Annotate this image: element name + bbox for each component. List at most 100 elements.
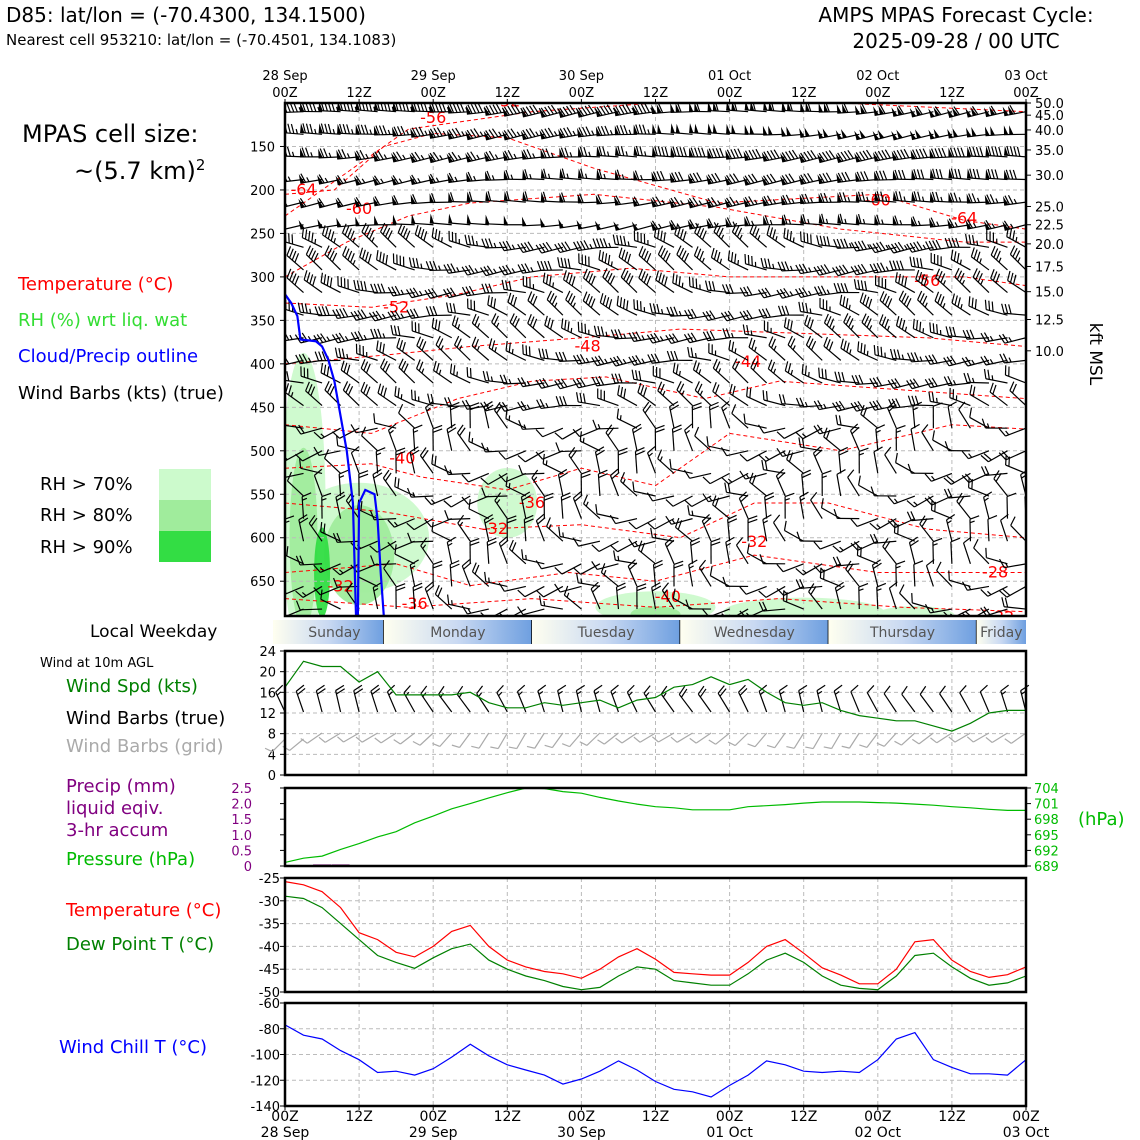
barb-line	[309, 274, 314, 285]
wind-barb	[398, 403, 416, 429]
wind-barb	[819, 568, 841, 587]
barb-line	[599, 293, 604, 303]
barb-line	[269, 387, 270, 397]
barb-line	[615, 737, 623, 744]
barb-line	[465, 265, 472, 275]
true-wind-barb	[353, 684, 364, 713]
barb-half	[424, 130, 428, 136]
barb-half	[754, 346, 757, 352]
barb-staff	[618, 256, 638, 271]
grid-wind-barb	[579, 732, 601, 746]
barb-line	[708, 280, 712, 291]
barb-line	[536, 513, 545, 522]
barb-staff	[979, 691, 990, 713]
barb-line	[305, 381, 310, 392]
barb-staff	[654, 518, 675, 530]
barb-line	[924, 355, 931, 365]
barb-line	[646, 275, 652, 286]
barb-line	[410, 449, 420, 456]
barb-line	[783, 317, 787, 328]
wind-barb	[707, 147, 730, 159]
barb-line	[342, 124, 347, 134]
barb-half	[784, 497, 790, 501]
barb-staff	[956, 500, 971, 519]
barb-flag	[854, 130, 861, 140]
barb-line	[343, 362, 348, 373]
barb-flag	[668, 198, 676, 208]
barb-line	[518, 464, 523, 475]
barb-line	[935, 168, 940, 179]
barb-line	[379, 251, 382, 262]
barb-line	[577, 321, 580, 332]
barb-staff	[750, 367, 768, 384]
wind-barb	[929, 147, 952, 159]
barb-line	[980, 589, 989, 597]
wind-barb	[609, 468, 620, 497]
barb-line	[747, 174, 755, 184]
wind-barb	[925, 239, 952, 251]
barb-flag	[914, 129, 922, 139]
barb-line	[967, 477, 970, 488]
wind-barb	[778, 394, 804, 407]
barb-line	[800, 152, 807, 162]
barb-staff	[775, 475, 786, 497]
barb-line	[446, 536, 457, 543]
barb-line	[631, 355, 638, 365]
barb-line	[429, 128, 436, 138]
barb-flag	[557, 108, 565, 118]
legend-temperature: Temperature (°C)	[18, 274, 174, 295]
barb-line	[840, 238, 845, 249]
barb-staff	[487, 304, 508, 316]
barb-line	[924, 497, 933, 506]
grid-wind-barb	[526, 732, 545, 749]
barb-line	[424, 519, 432, 528]
barb-line	[912, 738, 920, 745]
barb-line	[521, 494, 531, 502]
barb-line	[302, 353, 308, 363]
barb-half	[772, 263, 775, 269]
barb-line	[454, 317, 459, 328]
wind-barb	[461, 264, 489, 276]
barb-line	[818, 152, 826, 162]
barb-line	[737, 148, 743, 158]
wind-barb	[702, 472, 730, 485]
barb-line	[906, 380, 913, 389]
barb-line	[558, 351, 564, 362]
wind-barb	[958, 401, 971, 429]
wind-barb	[598, 249, 619, 271]
wind-barb	[934, 291, 953, 316]
barb-line	[545, 241, 553, 251]
barb-half	[942, 280, 946, 286]
barb-flag	[689, 103, 694, 112]
barb-line	[447, 397, 453, 407]
cell-size-exponent: 2	[195, 156, 206, 174]
barb-line	[260, 329, 263, 338]
barb-staff	[431, 495, 452, 506]
barb-line	[525, 128, 533, 138]
barb-line	[543, 168, 547, 179]
wind-barb	[724, 482, 749, 497]
barb-line	[342, 381, 349, 391]
barb-staff	[652, 564, 657, 587]
barb-line	[966, 736, 974, 743]
barb-line	[484, 404, 494, 411]
barb-line	[522, 107, 529, 116]
barb-line	[972, 268, 978, 278]
barb-line	[289, 248, 294, 259]
barb-line	[379, 358, 386, 368]
barb-line	[491, 128, 499, 138]
barb-line	[524, 169, 529, 179]
barb-line	[837, 371, 842, 382]
barb-line	[979, 684, 988, 693]
grid-wind-barb	[966, 732, 990, 743]
barb-staff	[734, 732, 749, 746]
barb-line	[465, 286, 472, 296]
barb-line	[840, 338, 844, 349]
barb-line	[900, 149, 906, 159]
barb-half	[901, 354, 905, 360]
wind-barb	[355, 124, 378, 135]
barb-line	[861, 191, 866, 202]
barb-flag	[428, 153, 435, 163]
contour-label: -40	[655, 587, 681, 606]
wind-barb	[424, 400, 434, 429]
